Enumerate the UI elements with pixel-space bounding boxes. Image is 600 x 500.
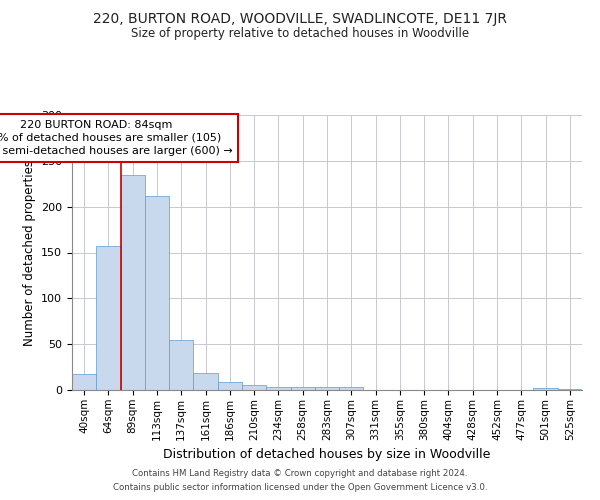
Bar bbox=[121, 174, 145, 390]
Y-axis label: Number of detached properties: Number of detached properties bbox=[23, 160, 35, 346]
Text: Contains public sector information licensed under the Open Government Licence v3: Contains public sector information licen… bbox=[113, 484, 487, 492]
Text: Size of property relative to detached houses in Woodville: Size of property relative to detached ho… bbox=[131, 28, 469, 40]
Bar bbox=[242, 386, 266, 390]
Bar bbox=[96, 246, 121, 390]
Bar bbox=[169, 340, 193, 390]
Bar bbox=[72, 374, 96, 390]
Bar bbox=[558, 389, 582, 390]
Bar bbox=[315, 387, 339, 390]
Text: 220 BURTON ROAD: 84sqm
← 15% of detached houses are smaller (105)
85% of semi-de: 220 BURTON ROAD: 84sqm ← 15% of detached… bbox=[0, 120, 233, 156]
Text: 220, BURTON ROAD, WOODVILLE, SWADLINCOTE, DE11 7JR: 220, BURTON ROAD, WOODVILLE, SWADLINCOTE… bbox=[93, 12, 507, 26]
X-axis label: Distribution of detached houses by size in Woodville: Distribution of detached houses by size … bbox=[163, 448, 491, 461]
Bar bbox=[533, 388, 558, 390]
Text: Contains HM Land Registry data © Crown copyright and database right 2024.: Contains HM Land Registry data © Crown c… bbox=[132, 468, 468, 477]
Bar bbox=[290, 387, 315, 390]
Bar bbox=[266, 387, 290, 390]
Bar bbox=[145, 196, 169, 390]
Bar bbox=[193, 372, 218, 390]
Bar bbox=[218, 382, 242, 390]
Bar bbox=[339, 387, 364, 390]
